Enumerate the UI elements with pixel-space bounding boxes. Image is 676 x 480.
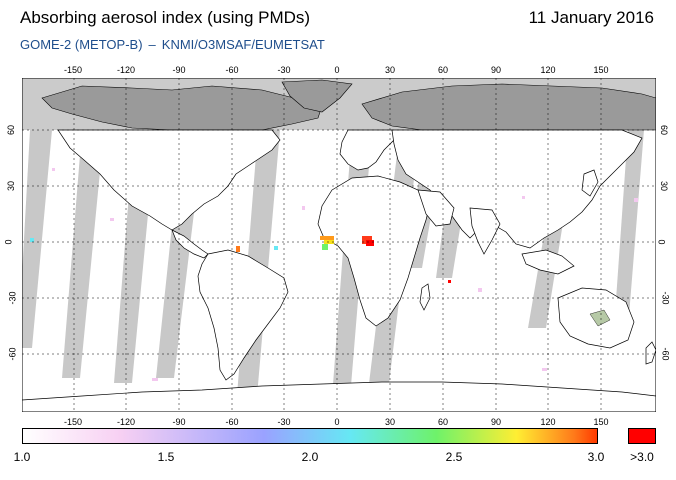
lon-tick-top: 120 [540,65,556,75]
lat-tick-left: 0 [3,239,14,245]
lon-tick-bottom: 30 [384,417,396,427]
lon-tick-top: 60 [437,65,449,75]
lon-tick-top: 150 [593,65,609,75]
continents [22,129,656,412]
lon-tick-top: -60 [225,65,239,75]
lat-tick-right: -60 [660,347,671,361]
low-aerosol-specks [52,168,638,381]
aerosol-map [22,78,656,412]
lon-tick-top: -30 [277,65,291,75]
lon-tick-top: 0 [334,65,340,75]
lon-tick-bottom: -60 [225,417,239,427]
color-scale-gradient [23,429,597,443]
lat-tick-left: 60 [6,124,17,136]
graticule [22,78,656,412]
lon-tick-bottom: 150 [593,417,609,427]
color-scale-label: 2.5 [445,450,463,464]
lon-tick-top: -150 [63,65,83,75]
lat-tick-left: -30 [7,291,18,305]
lon-tick-top: 30 [384,65,396,75]
subtitle-separator: – [148,37,156,52]
northern-land-dark [41,79,656,131]
color-scale-over-label: >3.0 [630,450,654,464]
lon-tick-bottom: -90 [172,417,186,427]
lon-tick-bottom: -120 [116,417,136,427]
lat-tick-right: 0 [656,239,667,245]
lon-tick-bottom: -30 [277,417,291,427]
color-scale-label: 1.0 [13,450,31,464]
australia-interior [589,309,611,327]
map-date: 11 January 2016 [528,8,654,27]
source-label: KNMI/O3MSAF/EUMETSAT [161,37,325,52]
lon-tick-top: -90 [172,65,186,75]
color-scale-over-box [628,428,656,444]
lat-tick-left: -60 [7,347,18,361]
color-scale-bar [22,428,598,444]
lat-tick-right: -30 [660,291,671,305]
color-scale-label: 3.0 [587,450,605,464]
lon-tick-bottom: 60 [437,417,449,427]
lat-tick-right: 60 [659,124,670,136]
lon-tick-bottom: 120 [540,417,556,427]
lat-tick-left: 30 [6,180,17,192]
lon-tick-bottom: 0 [334,417,340,427]
lat-tick-right: 30 [659,180,670,192]
color-scale-label: 2.0 [301,450,319,464]
map-title: Absorbing aerosol index (using PMDs) [20,8,311,27]
lon-tick-top: -120 [116,65,136,75]
map-subtitle: GOME-2 (METOP-B) – KNMI/O3MSAF/EUMETSAT [20,37,325,52]
lon-tick-bottom: -150 [63,417,83,427]
lon-tick-top: 90 [490,65,502,75]
color-scale-label: 1.5 [157,450,175,464]
lon-tick-bottom: 90 [490,417,502,427]
instrument-label: GOME-2 (METOP-B) [20,37,143,52]
map-canvas [22,78,656,412]
